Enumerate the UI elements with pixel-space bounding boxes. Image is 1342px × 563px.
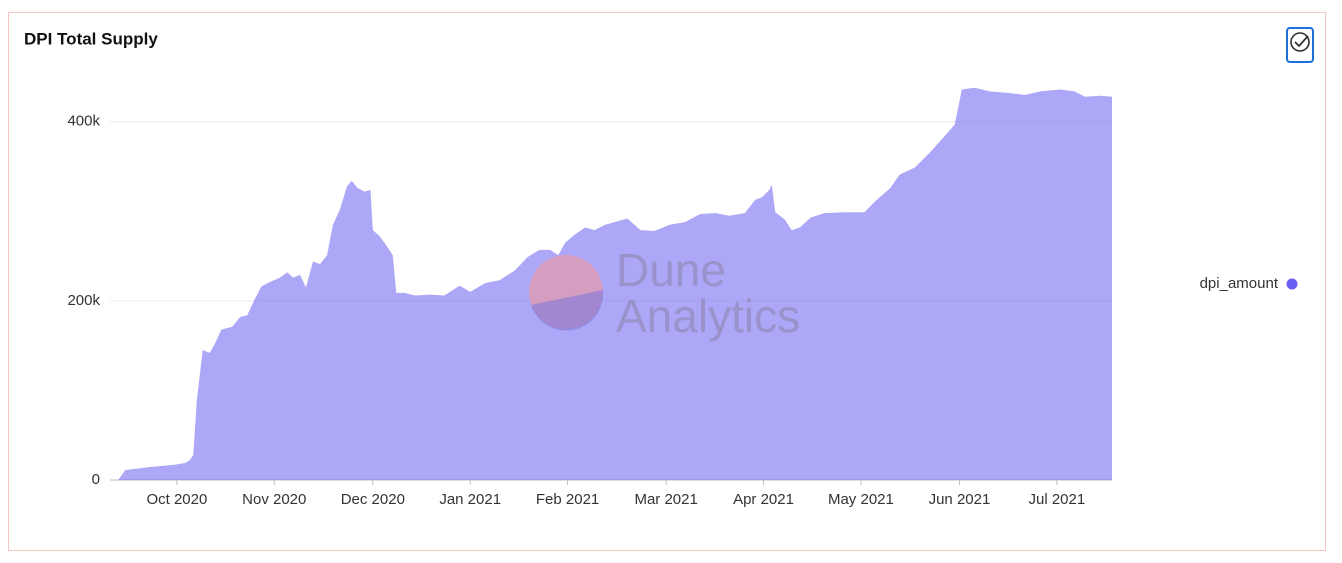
watermark-logo-shade bbox=[531, 290, 604, 331]
legend-label: dpi_amount bbox=[1200, 275, 1279, 292]
export-icon[interactable] bbox=[1286, 27, 1314, 63]
x-tick-label: Jan 2021 bbox=[439, 491, 501, 508]
chart-title: DPI Total Supply bbox=[24, 29, 158, 48]
x-tick-label: Jul 2021 bbox=[1028, 491, 1085, 508]
x-tick-label: Mar 2021 bbox=[634, 491, 697, 508]
plot-area: 0 200k 400k Oct 2020 Nov 2020 Dec 2020 Jan 202… bbox=[67, 87, 1112, 508]
x-tick-label: Nov 2020 bbox=[242, 491, 306, 508]
export-icon-check bbox=[1294, 35, 1309, 48]
legend: dpi_amount bbox=[1200, 275, 1298, 292]
watermark: Dune Analytics bbox=[529, 244, 800, 342]
x-tick-label: Jun 2021 bbox=[929, 491, 991, 508]
chart-panel bbox=[8, 12, 1326, 551]
y-tick-label: 0 bbox=[92, 471, 100, 488]
x-tick-label: Oct 2020 bbox=[146, 491, 207, 508]
x-tick-label: Apr 2021 bbox=[733, 491, 794, 508]
y-tick-label: 400k bbox=[67, 113, 100, 130]
watermark-line-2: Analytics bbox=[616, 290, 800, 342]
y-tick-label: 200k bbox=[67, 292, 100, 309]
x-tick-label: Feb 2021 bbox=[536, 491, 599, 508]
export-icon-circle bbox=[1290, 32, 1310, 52]
watermark-line-1: Dune bbox=[616, 244, 726, 296]
x-tick-label: May 2021 bbox=[828, 491, 894, 508]
legend-marker bbox=[1286, 278, 1298, 290]
x-tick-label: Dec 2020 bbox=[341, 491, 405, 508]
area bbox=[110, 87, 1112, 480]
